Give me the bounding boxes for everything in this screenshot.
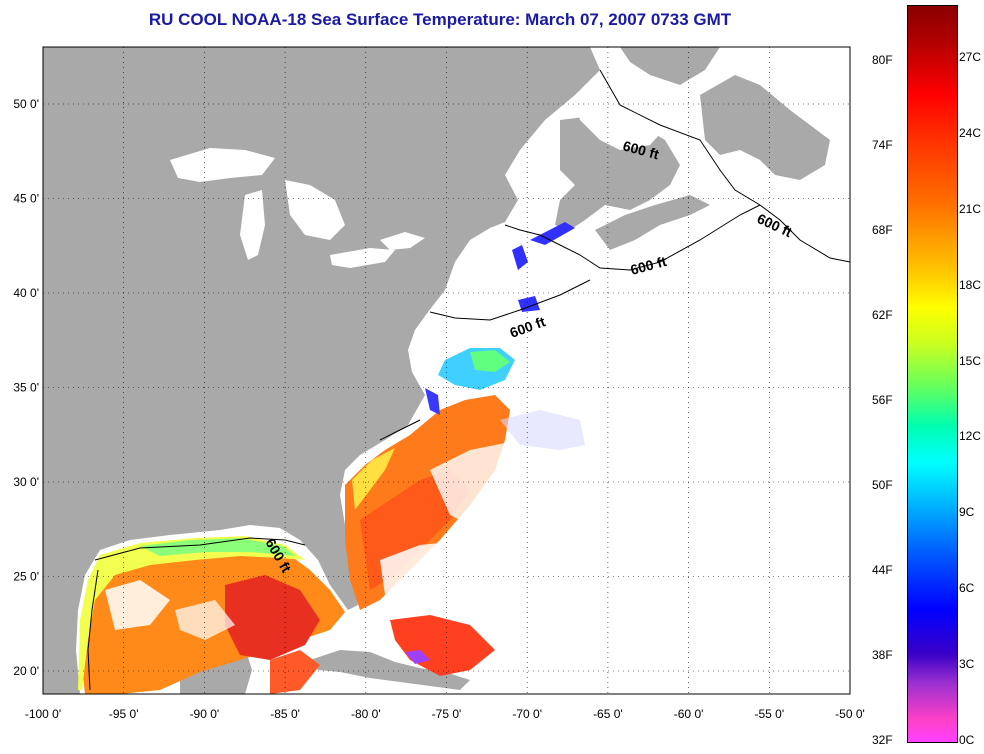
sst-atlantic — [270, 348, 585, 694]
latitude-axis: 50 0' 45 0' 40 0' 35 0' 30 0' 25 0' 20 0' — [13, 97, 39, 678]
land-nova-scotia — [595, 195, 710, 250]
bathymetry-600ft-contour — [87, 69, 851, 691]
gulf-st-lawrence — [575, 95, 668, 150]
longitude-tick-label: -85 0' — [270, 707, 300, 721]
longitude-tick-label: -90 0' — [190, 707, 220, 721]
longitude-tick-label: -65 0' — [593, 707, 623, 721]
longitude-tick-label: -50 0' — [835, 707, 865, 721]
land-newfoundland — [700, 75, 830, 180]
latitude-tick-label: 35 0' — [13, 381, 39, 395]
longitude-tick-label: -55 0' — [754, 707, 784, 721]
longitude-tick-label: -75 0' — [432, 707, 462, 721]
latitude-tick-label: 50 0' — [13, 97, 39, 111]
longitude-tick-label: -80 0' — [351, 707, 381, 721]
longitude-tick-label: -95 0' — [109, 707, 139, 721]
colorbar-c-label: 18C — [959, 277, 982, 292]
sst-gulf-of-mexico — [78, 536, 345, 694]
land-cuba — [310, 650, 470, 690]
colorbar-f-label: 38F — [872, 648, 893, 662]
latitude-tick-label: 20 0' — [13, 664, 39, 678]
longitude-tick-label: -70 0' — [512, 707, 542, 721]
map-frame — [42, 46, 851, 695]
colorbar-f-label: 68F — [872, 223, 893, 237]
land-north-america — [43, 47, 600, 694]
longitude-tick-label: -60 0' — [674, 707, 704, 721]
longitude-tick-label: -100 0' — [25, 707, 61, 721]
colorbar-c-label: 24C — [959, 125, 982, 140]
colorbar-f-label: 50F — [872, 478, 893, 492]
colorbar-c-label: 12C — [959, 429, 982, 444]
colorbar-f-label: 80F — [872, 53, 893, 67]
latitude-tick-label: 30 0' — [13, 475, 39, 489]
colorbar-c-label: 15C — [959, 353, 982, 368]
latitude-tick-label: 25 0' — [13, 570, 39, 584]
colorbar-f-label: 62F — [872, 308, 893, 322]
colorbar-c-label: 0C — [959, 733, 975, 747]
temperature-colorbar — [907, 5, 958, 743]
map-title: RU COOL NOAA-18 Sea Surface Temperature:… — [148, 10, 732, 29]
colorbar-c-label: 3C — [959, 657, 975, 672]
colorbar-c-label: 6C — [959, 581, 975, 596]
colorbar-c-label: 21C — [959, 201, 982, 216]
colorbar-f-label: 74F — [872, 138, 893, 152]
great-lakes — [170, 148, 425, 268]
sst-gulf-of-maine — [512, 222, 575, 312]
colorbar-c-label: 9C — [959, 505, 975, 520]
colorbar-f-label: 56F — [872, 393, 893, 407]
latitude-tick-label: 40 0' — [13, 286, 39, 300]
colorbar-f-label: 44F — [872, 563, 893, 577]
latitude-tick-label: 45 0' — [13, 192, 39, 206]
longitude-axis: -100 0' -95 0' -90 0' -85 0' -80 0' -75 0' -70… — [25, 707, 865, 721]
land-labrador — [620, 47, 720, 85]
colorbar-c-label: 27C — [959, 50, 982, 64]
colorbar-f-label: 32F — [872, 733, 893, 747]
